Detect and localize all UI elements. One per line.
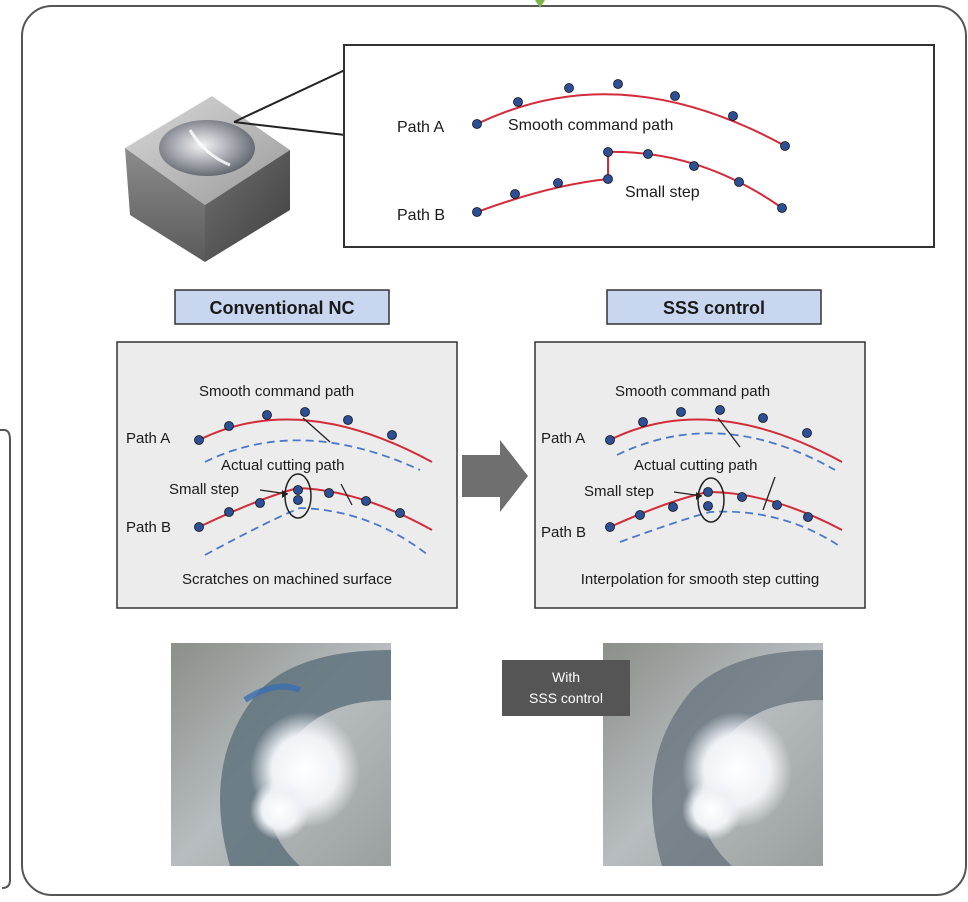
left-path-b-label: Path B (126, 519, 171, 536)
workpiece-cube-image (125, 96, 290, 262)
path-point (715, 405, 725, 415)
with-badge-line2: SSS control (529, 690, 603, 706)
path-point (472, 207, 482, 217)
conventional-nc-header (174, 289, 390, 325)
path-point (510, 189, 520, 199)
path-point (293, 485, 303, 495)
path-point (603, 147, 613, 157)
right-path-a-label: Path A (541, 430, 585, 447)
path-point (564, 83, 574, 93)
path-point (553, 178, 563, 188)
right-caption: Interpolation for smooth step cutting (581, 571, 819, 588)
right-actual-label: Actual cutting path (634, 457, 757, 474)
path-a-label: Path A (397, 119, 444, 136)
path-point (343, 415, 353, 425)
path-point (635, 510, 645, 520)
right-step-label: Small step (584, 483, 654, 500)
path-points-layer (194, 79, 813, 532)
path-point (703, 501, 713, 511)
left-path-a-label: Path A (126, 430, 170, 447)
sss-control-panel (534, 341, 866, 609)
path-point (803, 512, 813, 522)
path-point (513, 97, 523, 107)
path-point (605, 435, 615, 445)
path-point (670, 91, 680, 101)
callout-leader (233, 69, 346, 123)
path-point (780, 141, 790, 151)
path-point (603, 174, 613, 184)
conventional-nc-panel (116, 341, 458, 609)
path-point (224, 507, 234, 517)
path-point (387, 430, 397, 440)
right-smooth-label: Smooth command path (615, 383, 770, 400)
conventional-surface-photo (171, 643, 391, 866)
with-badge-line1: With (552, 669, 580, 685)
path-point (772, 500, 782, 510)
outer-frame (21, 5, 967, 896)
path-point (689, 161, 699, 171)
path-point (777, 203, 787, 213)
path-point (224, 421, 234, 431)
right-path-b-label: Path B (541, 524, 586, 541)
conventional-nc-title: Conventional NC (209, 298, 354, 318)
path-point (361, 496, 371, 506)
path-point (255, 498, 265, 508)
path-point (703, 487, 713, 497)
path-point (605, 522, 615, 532)
sss-control-title: SSS control (663, 298, 765, 318)
path-point (300, 407, 310, 417)
path-b-label: Path B (397, 207, 445, 224)
path-point (293, 495, 303, 505)
path-point (194, 522, 204, 532)
path-point (472, 119, 482, 129)
path-point (802, 428, 812, 438)
smooth-command-path-label: Smooth command path (508, 117, 673, 134)
path-point (737, 492, 747, 502)
sss-surface-photo (603, 643, 823, 866)
command-path-box (343, 44, 935, 248)
path-point (194, 435, 204, 445)
path-point (262, 410, 272, 420)
path-point (668, 502, 678, 512)
left-smooth-label: Smooth command path (199, 383, 354, 400)
with-sss-badge (502, 660, 630, 716)
green-accent-icon (535, 0, 545, 8)
path-point (613, 79, 623, 89)
path-point (395, 508, 405, 518)
left-caption: Scratches on machined surface (182, 571, 392, 588)
path-point (728, 111, 738, 121)
sss-control-header (606, 289, 822, 325)
path-point (324, 488, 334, 498)
transition-arrow-icon (462, 440, 528, 512)
left-actual-label: Actual cutting path (221, 457, 344, 474)
path-point (758, 413, 768, 423)
side-frame (0, 429, 11, 889)
path-point (643, 149, 653, 159)
path-point (676, 407, 686, 417)
small-step-label: Small step (625, 184, 700, 201)
callout-leader (233, 121, 346, 136)
path-point (734, 177, 744, 187)
left-step-label: Small step (169, 481, 239, 498)
path-point (638, 417, 648, 427)
